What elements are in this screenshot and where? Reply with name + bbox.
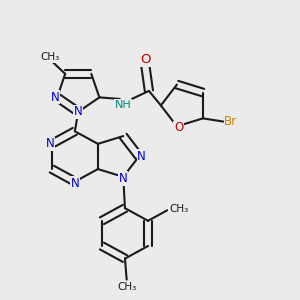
Text: Br: Br (224, 115, 238, 128)
Text: O: O (174, 122, 183, 134)
Text: N: N (74, 105, 82, 119)
Text: CH₃: CH₃ (117, 282, 136, 292)
Text: O: O (140, 53, 151, 66)
Text: N: N (51, 91, 60, 104)
Text: CH₃: CH₃ (169, 204, 188, 214)
Text: NH: NH (115, 100, 132, 110)
Text: N: N (70, 177, 79, 190)
Text: N: N (137, 150, 146, 163)
Text: N: N (46, 137, 54, 150)
Text: N: N (119, 172, 128, 185)
Text: CH₃: CH₃ (40, 52, 59, 62)
